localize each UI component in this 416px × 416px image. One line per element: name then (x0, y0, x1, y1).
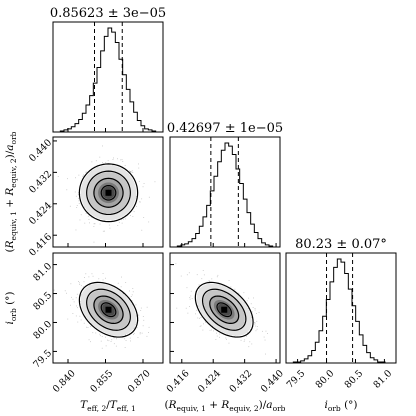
x-tick-label: 0.424 (196, 368, 223, 395)
contour-2 (201, 288, 247, 331)
x-tick-label: 0.840 (51, 368, 78, 395)
histogram-sum_radii (170, 142, 280, 248)
density-peak (105, 189, 112, 196)
scatter-panel-sum_radii-vs-inclination (169, 252, 281, 364)
contour-2 (86, 288, 131, 331)
x-tick-label: 81.0 (372, 368, 395, 391)
density-peak (105, 306, 112, 313)
x-tick-label: 0.855 (88, 368, 115, 395)
panel-frame (52, 252, 164, 364)
scatter-panel-temp_ratio-vs-inclination (52, 252, 164, 364)
contour-3 (194, 281, 254, 338)
contour-1 (209, 295, 240, 325)
contour-0 (100, 184, 117, 201)
contour-2 (86, 170, 131, 216)
title-temp_ratio: 0.85623 ± 3e−05 (50, 6, 166, 21)
panel-frame (169, 252, 281, 364)
scatter-panel-temp_ratio-vs-sum_radii (52, 136, 164, 248)
y-tick-label: 0.440 (27, 137, 54, 164)
y-tick-label: 81.0 (31, 261, 54, 284)
x-tick-label: 0.440 (259, 368, 286, 395)
density-peak (221, 306, 228, 313)
x-tick-label: 0.870 (126, 368, 153, 395)
x-tick-label: 79.5 (285, 368, 308, 391)
y-tick-label: 0.424 (27, 200, 54, 227)
contour-0 (100, 302, 117, 318)
title-inclination: 80.23 ± 0.07° (295, 237, 387, 252)
axis-label-temp_ratio: Teff, 2/Teff, 1 (80, 399, 136, 413)
x-tick-label: 0.432 (227, 368, 254, 395)
y-tick-label: 80.0 (31, 319, 54, 342)
histogram-inclination (286, 258, 396, 364)
y-tick-label: 0.432 (27, 169, 54, 196)
x-tick-label: 0.416 (165, 368, 192, 395)
x-tick-label: 80.0 (314, 368, 337, 391)
contour-1 (93, 177, 124, 208)
y-tick-label: 80.5 (31, 290, 54, 313)
x-tick-label: 80.5 (343, 368, 366, 391)
contour-1 (93, 295, 124, 325)
hist-panel-sum_radii (169, 136, 281, 248)
axis-label-inclination: iorb (°) (324, 399, 357, 413)
axis-label-sum_radii: (Requiv, 1 + Requiv, 2)/aorb (165, 399, 286, 413)
histogram-temp_ratio (53, 27, 163, 133)
y-tick-label: 0.416 (27, 232, 54, 259)
title-sum_radii: 0.42697 ± 1e−05 (167, 121, 283, 136)
panel-frame (52, 136, 164, 248)
hist-panel-inclination (285, 252, 397, 364)
y-tick-label: 79.5 (31, 348, 54, 371)
contour-3 (78, 281, 139, 338)
contour-0 (216, 302, 233, 318)
hist-panel-temp_ratio (52, 21, 164, 133)
contour-3 (78, 163, 139, 223)
axis-label-inclination: iorb (°) (4, 291, 18, 324)
axis-label-sum_radii: (Requiv, 1 + Requiv, 2)/aorb (4, 131, 18, 252)
